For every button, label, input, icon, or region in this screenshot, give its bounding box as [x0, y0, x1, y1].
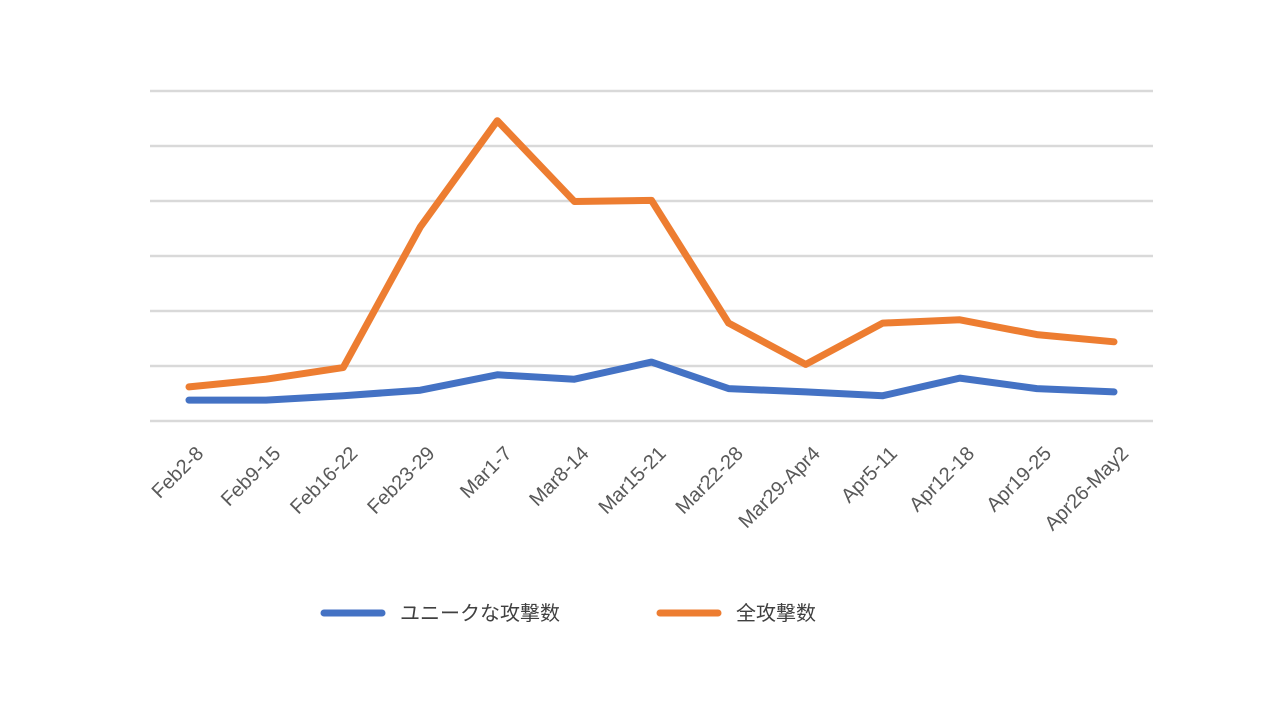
x-tick-label: Mar1-7 — [456, 443, 516, 503]
x-tick-label: Mar15-21 — [595, 443, 671, 519]
x-tick-label: Feb2-8 — [148, 443, 208, 503]
x-axis-tick-labels: Feb2-8 Feb9-15 Feb16-22 Feb23-29 Mar1-7 Mar8-… — [148, 443, 1133, 536]
x-tick-label: Apr26-May2 — [1041, 443, 1134, 536]
x-tick-label: Feb23-29 — [363, 443, 439, 519]
series-line-1 — [185, 117, 1118, 391]
x-tick-label: Mar22-28 — [672, 443, 748, 519]
x-tick-label: Apr12-18 — [905, 443, 979, 517]
x-tick-label: Mar8-14 — [525, 443, 593, 511]
x-tick-label: Apr5-11 — [837, 443, 902, 508]
x-tick-label: Apr19-25 — [982, 443, 1056, 517]
series-line-0 — [185, 358, 1118, 404]
legend-label-series-0: ユニークな攻撃数 — [400, 601, 560, 625]
series-lines — [185, 117, 1118, 404]
x-tick-label: Mar29-Apr4 — [735, 443, 825, 533]
legend: ユニークな攻撃数 全攻撃数 — [320, 601, 816, 625]
legend-label-series-1: 全攻撃数 — [736, 601, 816, 625]
x-tick-label: Feb9-15 — [217, 443, 285, 511]
x-tick-label: Feb16-22 — [286, 443, 362, 519]
